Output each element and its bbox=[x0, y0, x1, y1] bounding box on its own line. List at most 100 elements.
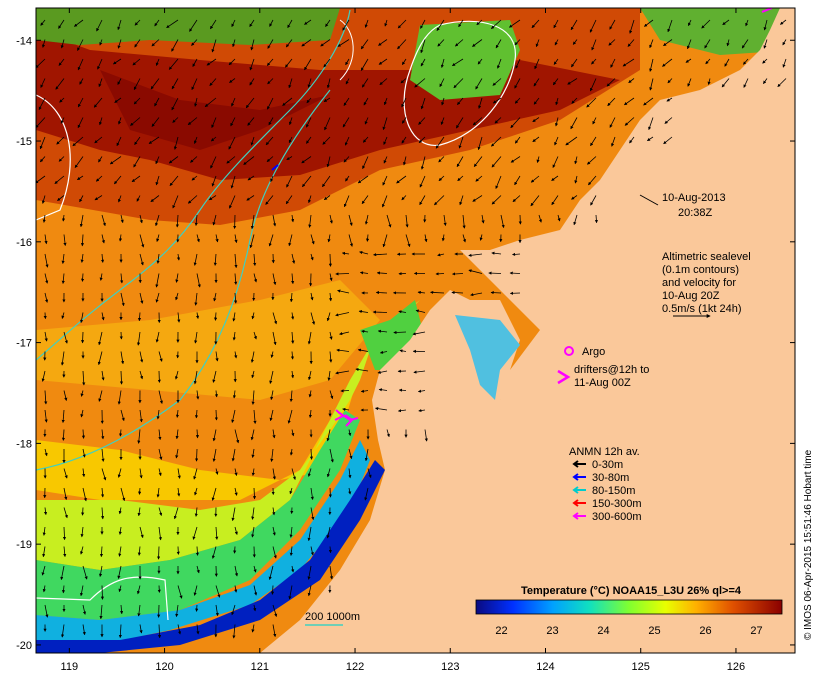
velocity-arrow bbox=[763, 19, 768, 31]
velocity-arrow bbox=[468, 269, 483, 274]
velocity-arrow bbox=[44, 409, 48, 423]
yellow-band bbox=[36, 370, 360, 500]
velocity-arrow bbox=[375, 290, 388, 295]
velocity-arrow bbox=[378, 39, 388, 46]
velocity-arrow bbox=[361, 195, 369, 205]
velocity-arrow bbox=[412, 331, 426, 336]
velocity-arrow bbox=[204, 97, 217, 108]
velocity-arrow bbox=[158, 507, 163, 517]
velocity-arrow bbox=[175, 448, 179, 459]
velocity-arrow bbox=[41, 195, 46, 204]
velocity-arrow bbox=[291, 468, 296, 481]
velocity-arrow bbox=[192, 58, 198, 67]
velocity-arrow bbox=[82, 565, 88, 580]
velocity-arrow bbox=[93, 97, 103, 108]
velocity-arrow bbox=[322, 175, 331, 188]
velocity-arrow bbox=[418, 408, 426, 413]
velocity-arrow bbox=[722, 19, 730, 26]
velocity-arrow bbox=[514, 97, 521, 104]
velocity-arrow bbox=[705, 58, 711, 65]
velocity-arrow bbox=[415, 309, 426, 313]
velocity-arrow bbox=[383, 156, 388, 164]
velocity-arrow bbox=[155, 273, 160, 288]
velocity-arrow bbox=[570, 117, 578, 130]
velocity-arrow bbox=[417, 290, 426, 295]
velocity-arrow bbox=[405, 234, 411, 248]
velocity-arrow bbox=[418, 136, 426, 144]
velocity-arrow bbox=[77, 58, 84, 71]
altimetry-line1: Altimetric sealevel bbox=[662, 251, 751, 263]
velocity-arrow bbox=[215, 468, 219, 475]
velocity-arrow bbox=[430, 290, 445, 295]
velocity-arrow bbox=[306, 97, 312, 104]
velocity-arrow bbox=[401, 97, 407, 108]
velocity-arrow bbox=[343, 97, 350, 106]
velocity-arrow bbox=[119, 370, 124, 385]
velocity-arrow bbox=[491, 195, 502, 205]
velocity-arrow bbox=[481, 214, 485, 224]
velocity-arrow bbox=[251, 624, 255, 633]
velocity-arrow bbox=[515, 58, 521, 69]
velocity-arrow bbox=[98, 78, 103, 88]
velocity-arrow bbox=[289, 487, 293, 495]
velocity-arrow bbox=[320, 39, 331, 47]
velocity-arrow bbox=[80, 253, 84, 263]
velocity-arrow bbox=[323, 58, 331, 68]
velocity-arrow bbox=[234, 253, 238, 269]
velocity-arrow bbox=[310, 487, 314, 501]
velocity-arrow bbox=[174, 370, 179, 380]
y-tick-label: -19 bbox=[16, 539, 32, 551]
velocity-arrow bbox=[663, 39, 673, 47]
velocity-arrow bbox=[348, 234, 353, 247]
velocity-arrow bbox=[335, 370, 350, 375]
velocity-arrow bbox=[328, 292, 333, 302]
velocity-arrow bbox=[120, 351, 125, 365]
velocity-arrow bbox=[234, 487, 238, 496]
velocity-arrow bbox=[565, 136, 578, 146]
velocity-arrow bbox=[326, 78, 331, 89]
velocity-arrow bbox=[99, 39, 103, 46]
velocity-arrow bbox=[251, 312, 255, 320]
velocity-arrow bbox=[344, 136, 350, 146]
velocity-arrow bbox=[624, 117, 635, 126]
velocity-arrow bbox=[211, 117, 217, 129]
velocity-arrow bbox=[468, 253, 483, 257]
drifter-symbol bbox=[557, 369, 571, 385]
altimetry-line5: 0.5m/s (1kt 24h) bbox=[662, 303, 741, 315]
velocity-arrow bbox=[187, 195, 198, 204]
velocity-arrow bbox=[42, 585, 46, 593]
velocity-arrow bbox=[451, 272, 464, 276]
velocity-arrow bbox=[136, 195, 141, 202]
velocity-arrow bbox=[229, 195, 236, 209]
velocity-arrow bbox=[61, 273, 65, 285]
velocity-arrow bbox=[253, 604, 257, 612]
velocity-arrow bbox=[289, 526, 293, 538]
velocity-arrow bbox=[378, 58, 388, 65]
velocity-arrow bbox=[310, 292, 314, 301]
velocity-arrow bbox=[530, 195, 540, 207]
velocity-arrow bbox=[291, 429, 295, 437]
velocity-arrow bbox=[511, 252, 521, 256]
velocity-arrow bbox=[139, 214, 143, 224]
velocity-arrow bbox=[118, 429, 123, 437]
velocity-arrow bbox=[63, 331, 68, 344]
velocity-arrow bbox=[322, 136, 331, 145]
velocity-arrow bbox=[571, 58, 578, 68]
altimetry-line4: 10-Aug 20Z bbox=[662, 290, 720, 302]
velocity-arrow bbox=[327, 234, 331, 243]
velocity-arrow bbox=[120, 214, 124, 224]
velocity-arrow bbox=[158, 526, 162, 541]
velocity-arrow bbox=[249, 58, 255, 71]
velocity-arrow bbox=[270, 390, 274, 401]
velocity-arrow bbox=[139, 234, 145, 248]
velocity-arrow bbox=[342, 19, 350, 31]
velocity-arrow bbox=[285, 39, 293, 48]
velocity-arrow bbox=[304, 19, 312, 25]
velocity-arrow bbox=[59, 97, 65, 103]
velocity-arrow bbox=[109, 156, 122, 165]
drifter-mark-ne bbox=[761, 8, 773, 13]
y-tick-label: -20 bbox=[16, 640, 32, 652]
velocity-arrow bbox=[40, 19, 46, 26]
velocity-arrow bbox=[173, 507, 179, 520]
velocity-arrow bbox=[190, 156, 198, 163]
